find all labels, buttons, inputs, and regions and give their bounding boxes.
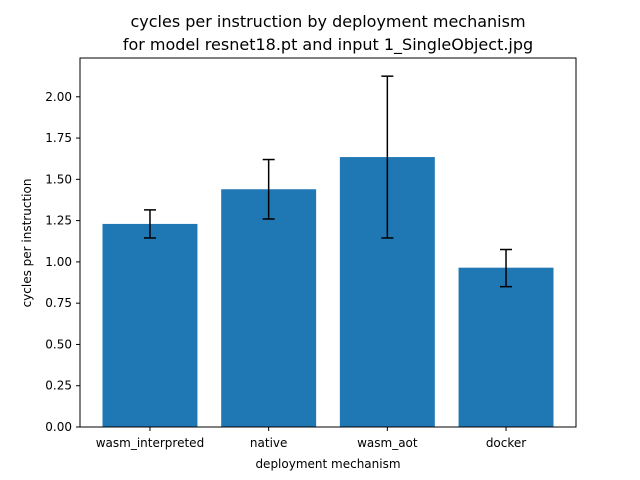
y-tick-label-0.25: 0.25 bbox=[45, 379, 72, 393]
bar-docker bbox=[458, 267, 554, 427]
bar-wasm_interpreted bbox=[102, 223, 198, 427]
y-tick-label-1.75: 1.75 bbox=[45, 131, 72, 145]
bars-group bbox=[102, 157, 554, 427]
y-tick-label-0.75: 0.75 bbox=[45, 296, 72, 310]
bar-native bbox=[221, 189, 317, 427]
chart-title: cycles per instruction by deployment mec… bbox=[130, 12, 525, 31]
x-tick-label-native: native bbox=[250, 436, 287, 450]
y-tick-label-0.50: 0.50 bbox=[45, 337, 72, 351]
plot-frame bbox=[79, 57, 577, 428]
chart-subtitle: for model resnet18.pt and input 1_Single… bbox=[123, 35, 533, 55]
x-tick-label-wasm_aot: wasm_aot bbox=[357, 436, 418, 450]
x-tick-label-docker: docker bbox=[486, 436, 526, 450]
x-tick-label-wasm_interpreted: wasm_interpreted bbox=[96, 436, 204, 450]
x-axis: wasm_interpreted native wasm_aot docker bbox=[96, 427, 526, 450]
y-tick-label-1.25: 1.25 bbox=[45, 214, 72, 228]
y-axis: 0.00 0.25 0.50 0.75 1.00 1.25 1.50 1.75 2.00 bbox=[45, 90, 80, 434]
y-tick-label-2.00: 2.00 bbox=[45, 90, 72, 104]
y-tick-label-1.50: 1.50 bbox=[45, 172, 72, 186]
x-axis-label: deployment mechanism bbox=[255, 457, 400, 471]
y-tick-label-0.00: 0.00 bbox=[45, 420, 72, 434]
error-bars-group bbox=[143, 75, 513, 288]
y-tick-label-1.00: 1.00 bbox=[45, 255, 72, 269]
y-axis-label: cycles per instruction bbox=[20, 179, 34, 308]
